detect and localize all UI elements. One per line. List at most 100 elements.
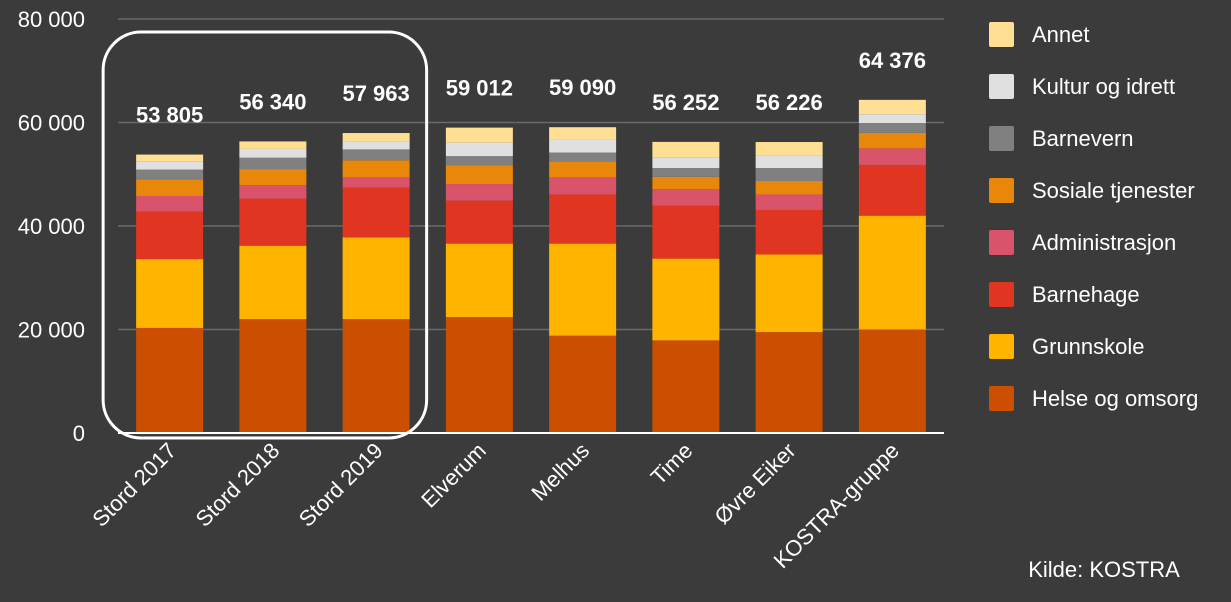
bar-segment [239, 148, 307, 158]
bar-segment [136, 195, 204, 212]
bar-segment [342, 237, 410, 320]
bar-segment [858, 164, 926, 216]
bar-segment [652, 176, 720, 190]
x-tick-label: Melhus [526, 438, 594, 506]
bar-segment [549, 194, 617, 244]
bar-segment [858, 329, 926, 433]
bar-segment [136, 259, 204, 328]
bar-segment [136, 211, 204, 260]
total-label: 56 252 [652, 90, 719, 115]
bar-segment [549, 177, 617, 195]
bar-segment [652, 340, 720, 433]
bar-segment [136, 154, 204, 162]
bar-segment [136, 327, 204, 433]
bar-segment [755, 332, 823, 433]
legend-swatch [989, 282, 1014, 307]
x-axis-labels: Stord 2017 Stord 2018 Stord 2019 Elverum Mel… [87, 438, 904, 573]
bar-segment [549, 152, 617, 162]
bar-segment [652, 141, 720, 158]
bar-segment [239, 157, 307, 170]
stord-highlight-box [101, 30, 429, 440]
total-label: 53 805 [136, 103, 203, 128]
bar-segment [342, 160, 410, 178]
y-tick-label: 80 000 [18, 7, 85, 32]
bar-segment [652, 157, 720, 169]
legend-label: Annet [1032, 22, 1090, 47]
bar-segment [755, 155, 823, 169]
bar-segment [755, 142, 823, 156]
bar-segment [342, 141, 410, 150]
legend-label: Helse og omsorg [1032, 386, 1198, 411]
bar-segment [858, 99, 926, 115]
bar-segment [239, 185, 307, 199]
bar-segment [652, 168, 720, 177]
bar-segment [549, 139, 617, 153]
legend-label: Grunnskole [1032, 334, 1145, 359]
legend-swatch [989, 386, 1014, 411]
bar-segment [445, 243, 513, 318]
legend-label: Barnehage [1032, 282, 1140, 307]
x-tick-label: Øvre Eiker [709, 438, 800, 529]
bar-segment [445, 156, 513, 166]
bar-segment [755, 180, 823, 195]
x-tick-label: Time [646, 438, 698, 490]
bar-segment [858, 132, 926, 149]
total-label: 59 090 [549, 75, 616, 100]
bar-segment [239, 169, 307, 186]
bar-segment [549, 161, 617, 178]
y-tick-label: 40 000 [18, 214, 85, 239]
x-tick-label: Stord 2018 [191, 438, 285, 532]
legend-swatch [989, 334, 1014, 359]
bar-segment [858, 114, 926, 124]
bar-segment [549, 127, 617, 140]
bar-segment [549, 243, 617, 336]
x-tick-label: Elverum [416, 438, 491, 513]
total-label: 64 376 [859, 48, 926, 73]
legend-swatch [989, 230, 1014, 255]
total-label: 56 340 [239, 89, 306, 114]
legend-swatch [989, 126, 1014, 151]
legend-label: Sosiale tjenester [1032, 178, 1195, 203]
bar-segment [445, 142, 513, 157]
bar-segment [136, 169, 204, 180]
source-note: Kilde: KOSTRA [1028, 557, 1180, 582]
bar-segment [858, 148, 926, 165]
bar-segment [136, 179, 204, 196]
bar-segment [858, 215, 926, 330]
total-label: 59 012 [446, 76, 513, 101]
bar-segment [342, 149, 410, 161]
bar-segment [755, 254, 823, 333]
bar-segment [652, 189, 720, 206]
bar-segment [239, 141, 307, 149]
bar-segment [755, 209, 823, 255]
bar-segment [445, 127, 513, 143]
y-tick-label: 20 000 [18, 318, 85, 343]
total-label: 57 963 [342, 81, 409, 106]
bar-segment [755, 168, 823, 181]
legend-label: Barnevern [1032, 126, 1134, 151]
legend: Annet Kultur og idrett Barnevern Sosiale tj… [989, 22, 1198, 411]
legend-swatch [989, 22, 1014, 47]
bar-segment [136, 161, 204, 170]
y-tick-label: 60 000 [18, 111, 85, 136]
legend-swatch [989, 74, 1014, 99]
total-label: 56 226 [755, 90, 822, 115]
bar-segment [652, 258, 720, 341]
bar-segment [445, 184, 513, 201]
legend-label: Kultur og idrett [1032, 74, 1175, 99]
bar-segment [858, 123, 926, 133]
x-tick-label: Stord 2019 [294, 438, 388, 532]
y-axis-ticks: 0 20 000 40 000 60 000 80 000 [18, 7, 85, 446]
bar-segment [342, 177, 410, 188]
legend-label: Administrasjon [1032, 230, 1176, 255]
y-tick-label: 0 [73, 421, 85, 446]
bar-segment [445, 165, 513, 185]
bar-segment [342, 133, 410, 142]
bar-segment [239, 245, 307, 320]
total-labels: 53 805 56 340 57 963 59 012 59 090 56 252 56 2… [136, 48, 926, 128]
bar-segment [549, 335, 617, 433]
bar-segment [239, 319, 307, 433]
bar-segment [342, 187, 410, 238]
bar-segment [652, 205, 720, 259]
